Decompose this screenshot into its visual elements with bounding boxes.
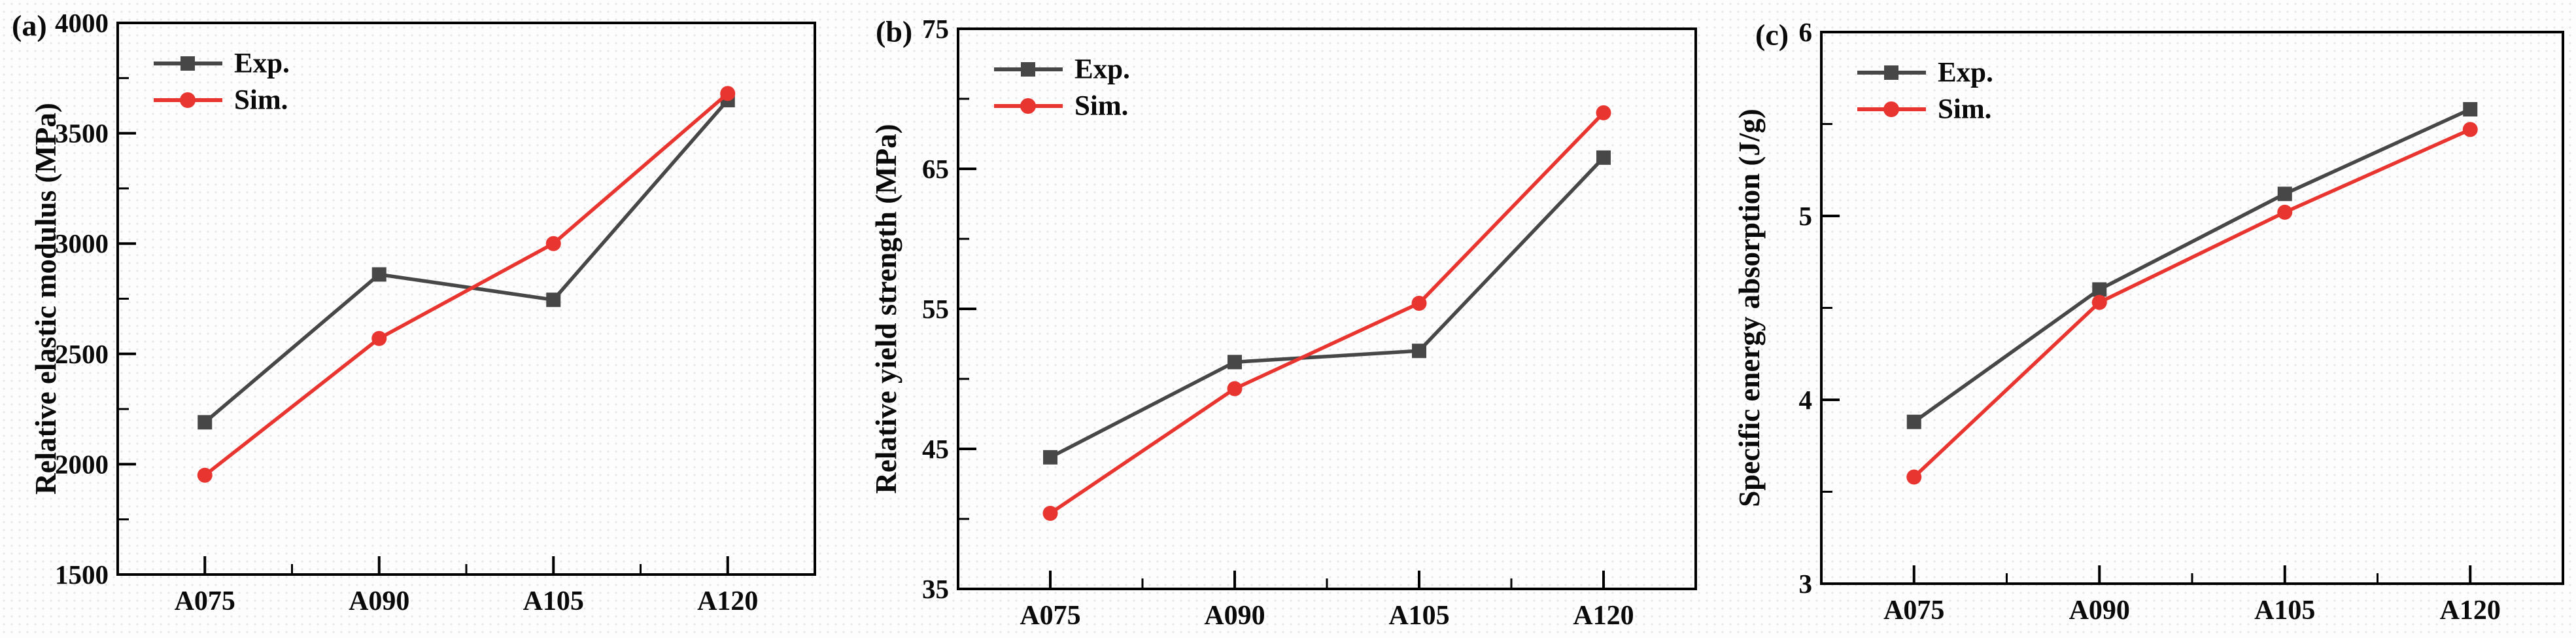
y-tick-label: 5 <box>1799 201 1813 231</box>
y-tick-label: 75 <box>922 14 949 44</box>
data-point-exp-A090 <box>2092 282 2107 297</box>
y-tick-label: 1500 <box>55 559 109 590</box>
data-point-sim-A105 <box>2277 204 2293 220</box>
data-point-sim-A105 <box>1411 295 1427 311</box>
x-tick-label: A090 <box>349 586 409 616</box>
series-line-sim <box>1049 111 1605 515</box>
data-point-exp-A090 <box>1228 355 1242 370</box>
legend-label-exp: Exp. <box>234 48 290 79</box>
x-tick-label: A090 <box>2069 595 2130 626</box>
legend-marker-circle <box>1020 98 1036 114</box>
x-tick-label: A120 <box>1573 601 1634 631</box>
series-line-exp <box>203 99 729 424</box>
x-tick-label: A105 <box>2254 595 2315 626</box>
data-point-sim-A075 <box>197 467 213 483</box>
chart-svg: 3 4 5 6 A075 A090 A105 A120 Specific energy abso… <box>1733 17 2564 626</box>
y-tick-label: 65 <box>922 154 949 184</box>
x-tick-label: A075 <box>175 586 235 616</box>
data-point-exp-A105 <box>1412 344 1426 359</box>
plot-frame <box>957 27 1697 590</box>
data-point-exp-A105 <box>2277 186 2292 202</box>
plot-frame <box>116 22 816 576</box>
x-tick-label: A090 <box>1204 601 1265 631</box>
legend-marker-circle <box>180 92 196 108</box>
data-point-exp-A105 <box>546 292 561 308</box>
series-line-sim <box>1912 128 2471 479</box>
y-axis-title: Relative yield strength (MPa) <box>870 124 902 493</box>
legend-marker-circle <box>1883 101 1899 117</box>
series-line-exp <box>1913 107 2471 423</box>
y-tick-label: 2000 <box>55 449 109 479</box>
data-point-sim-A075 <box>1906 469 1922 485</box>
y-tick-label: 4000 <box>55 8 109 38</box>
panel-label: (a) <box>12 9 47 43</box>
y-axis-title: Specific energy absorption (J/g) <box>1733 109 1766 507</box>
data-point-sim-A120 <box>720 86 736 101</box>
x-tick-label: A105 <box>523 586 584 616</box>
panel-label: (c) <box>1755 18 1789 52</box>
y-tick-label: 3 <box>1799 569 1813 599</box>
data-point-sim-A090 <box>1227 381 1243 397</box>
x-tick-label: A105 <box>1388 601 1449 631</box>
y-axis-title: Relative elastic modulus (MPa) <box>29 103 62 495</box>
y-tick-label: 6 <box>1799 17 1813 47</box>
y-tick-label: 2500 <box>55 339 109 369</box>
data-point-sim-A120 <box>1596 105 1611 120</box>
x-tick-label: A075 <box>1883 595 1944 626</box>
y-tick-label: 35 <box>922 574 949 604</box>
data-point-sim-A090 <box>2091 294 2107 310</box>
data-point-sim-A090 <box>371 330 387 346</box>
data-point-exp-A075 <box>197 415 213 430</box>
chart-svg: 35 45 55 65 75 A075 A090 A105 A120 Relative yield… <box>870 14 1697 631</box>
legend-marker-square <box>180 56 195 71</box>
data-point-exp-A120 <box>1596 150 1611 165</box>
y-tick-label: 3500 <box>55 118 109 149</box>
y-tick-label: 3000 <box>55 228 109 258</box>
data-point-exp-A090 <box>371 267 386 282</box>
data-point-sim-A105 <box>545 236 561 251</box>
series-line-sim <box>203 92 729 477</box>
legend-label-exp: Exp. <box>1074 54 1130 85</box>
x-tick-label: A120 <box>697 586 758 616</box>
chart-panel-c: 3 4 5 6 A075 A090 A105 A120 Specific energy abso… <box>1717 0 2576 638</box>
y-tick-label: 4 <box>1799 385 1813 415</box>
series-line-exp <box>1049 156 1605 459</box>
data-point-sim-A075 <box>1042 505 1058 521</box>
data-point-exp-A120 <box>2463 102 2478 117</box>
y-tick-label: 55 <box>922 294 949 324</box>
chart-svg: 1500 2000 2500 3000 3500 4000 A075 A090 A105 A120… <box>12 8 816 616</box>
legend-label-sim: Sim. <box>1074 91 1128 122</box>
chart-panel-b: 35 45 55 65 75 A075 A090 A105 A120 Relative yield… <box>859 0 1717 638</box>
legend-label-sim: Sim. <box>234 85 288 116</box>
y-tick-label: 45 <box>922 434 949 464</box>
plot-frame <box>1820 31 2564 585</box>
data-point-exp-A075 <box>1906 414 1921 429</box>
data-point-sim-A120 <box>2462 122 2478 137</box>
legend-label-sim: Sim. <box>1938 94 1991 125</box>
x-tick-label: A075 <box>1020 601 1080 631</box>
panel-label: (b) <box>876 15 912 48</box>
x-tick-label: A120 <box>2440 595 2501 626</box>
legend-marker-square <box>1021 62 1035 77</box>
data-point-exp-A075 <box>1043 450 1057 465</box>
chart-panel-a: 1500 2000 2500 3000 3500 4000 A075 A090 A105 A120… <box>0 0 859 638</box>
legend-label-exp: Exp. <box>1938 58 1993 88</box>
legend-marker-square <box>1884 65 1898 80</box>
